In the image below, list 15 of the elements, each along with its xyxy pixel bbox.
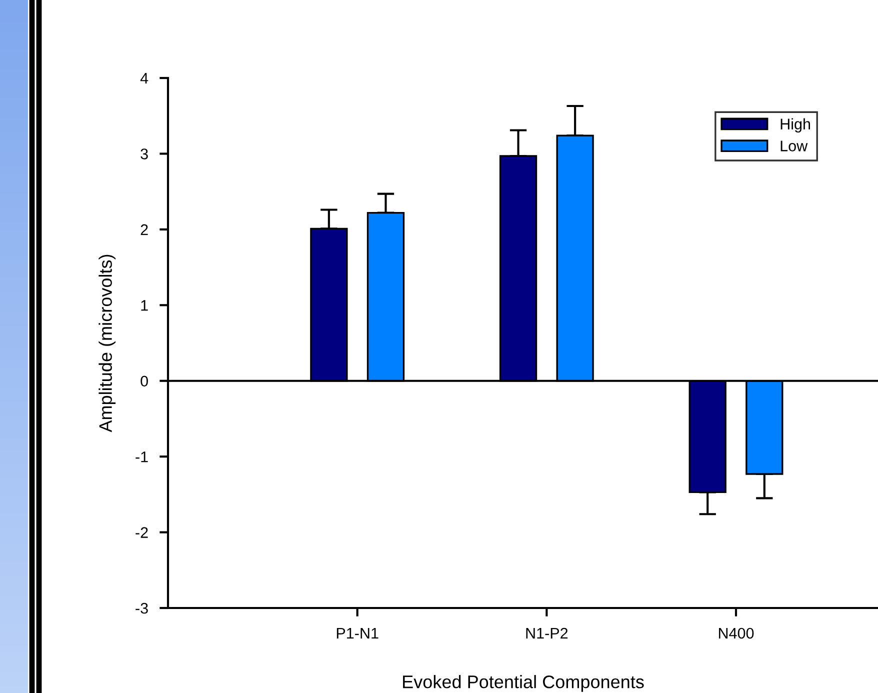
y-tick-label: -2 [136,527,148,538]
y-tick-label: -1 [136,452,148,462]
y-tick-label: 2 [140,224,148,235]
x-tick-label: P1-N1 [336,628,378,639]
x-tick-label: N400 [718,628,754,639]
y-tick-label: 3 [140,148,148,160]
legend-label: High [780,118,810,132]
y-tick-label: 4 [140,73,148,84]
x-tick-label: N1-P2 [526,628,568,639]
legend-label: Low [780,140,808,152]
y-tick-label: -3 [136,602,148,614]
y-tick-label: 0 [140,376,148,387]
x-axis-title: Evoked Potential Components [403,675,644,692]
y-tick-label: 1 [141,300,148,311]
y-axis-title: Amplitude (microvolts) [98,254,116,432]
